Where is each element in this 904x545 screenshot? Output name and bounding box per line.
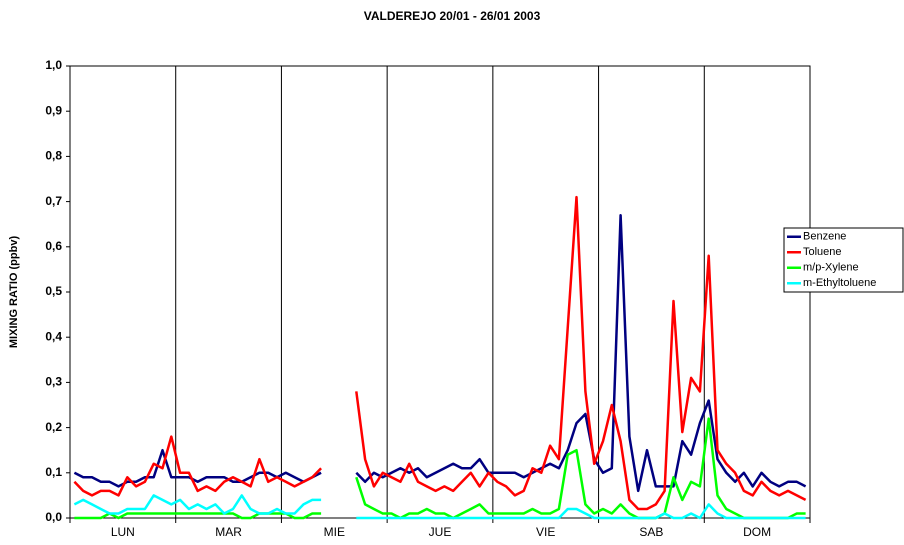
y-tick-label: 0,4: [45, 329, 62, 343]
y-tick-label: 0,5: [45, 284, 62, 298]
legend-label: m/p-Xylene: [803, 262, 859, 274]
legend-label: Benzene: [803, 231, 846, 243]
series-line: [74, 417, 806, 520]
y-tick-label: 0,7: [45, 194, 62, 208]
x-tick-label: MIE: [324, 525, 345, 539]
legend-label: Toluene: [803, 246, 842, 258]
y-tick-label: 0,8: [45, 149, 62, 163]
legend-label: m-Ethyltoluene: [803, 277, 876, 289]
y-axis-label: MIXING RATIO (ppbv): [8, 236, 20, 349]
legend: Benzene Toluene m/p-Xylene m-Ethyltoluene: [783, 227, 904, 293]
plot-area: [69, 65, 811, 519]
legend-box: [783, 227, 904, 293]
series-line: [73, 213, 807, 493]
series-line: [73, 195, 807, 511]
x-tick-label: VIE: [536, 525, 555, 539]
y-tick-label: 0,0: [45, 510, 62, 524]
x-tick-label: MAR: [215, 525, 242, 539]
y-tick-label: 0,6: [45, 239, 62, 253]
x-tick-label: JUE: [429, 525, 452, 539]
y-tick-label: 0,2: [45, 420, 62, 434]
series-line: [73, 494, 806, 520]
x-tick-label: SAB: [639, 525, 663, 539]
y-tick-label: 0,9: [45, 103, 62, 117]
x-tick-label: DOM: [743, 525, 771, 539]
y-tick-label: 1,0: [45, 58, 62, 72]
y-tick-label: 0,1: [45, 465, 62, 479]
chart-title: VALDEREJO 20/01 - 26/01 2003: [364, 9, 541, 23]
y-tick-label: 0,3: [45, 375, 62, 389]
x-tick-label: LUN: [111, 525, 135, 539]
